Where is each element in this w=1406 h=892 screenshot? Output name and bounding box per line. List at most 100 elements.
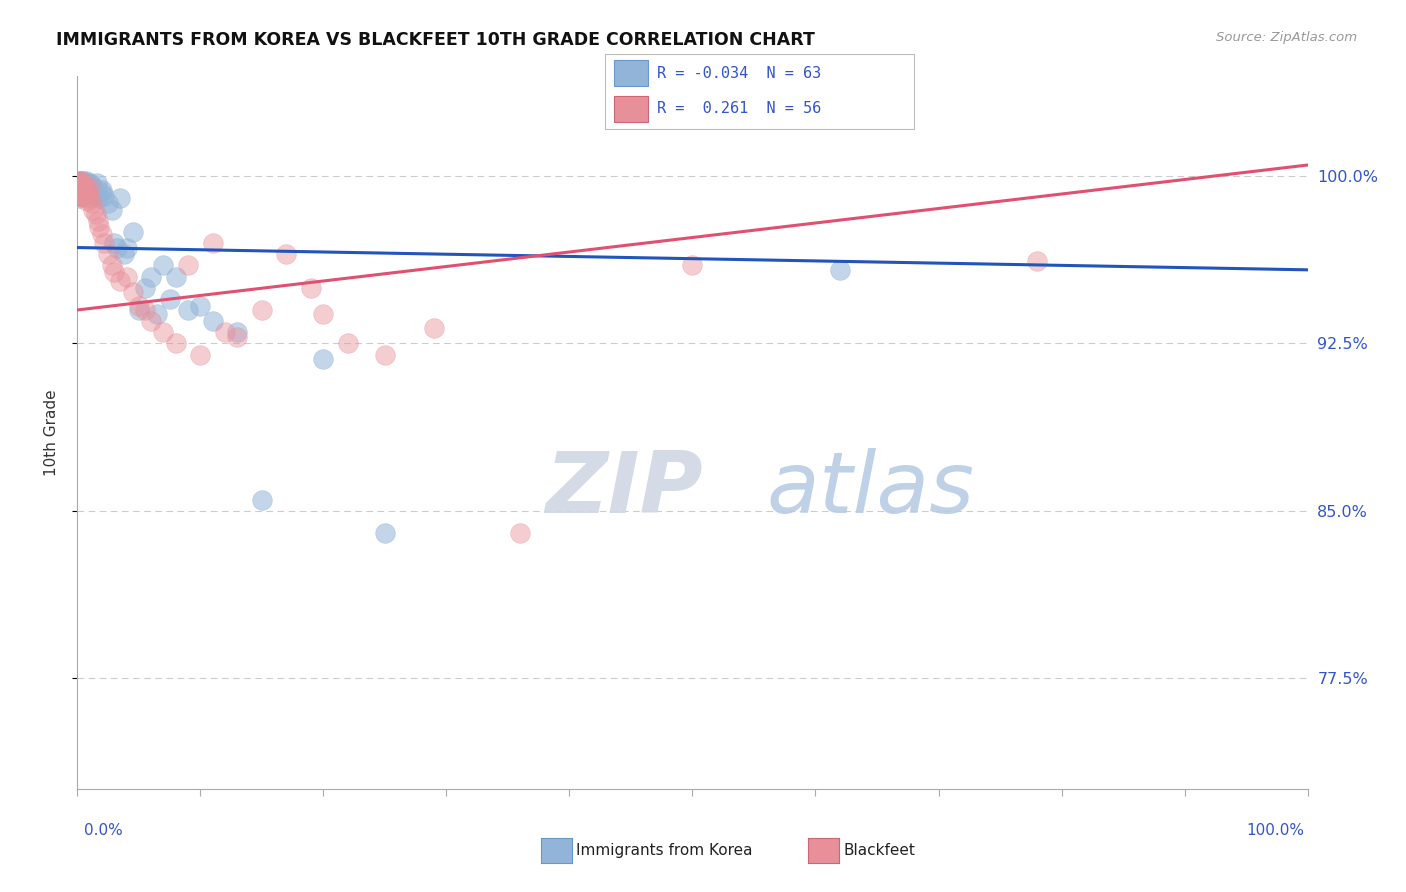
Point [70, 185, 93, 199]
Point [121, 285, 143, 300]
Point [69, 183, 91, 197]
Point [79, 176, 101, 190]
Point [69, 185, 91, 199]
Point [69, 180, 91, 194]
Point [67, 178, 90, 193]
Point [70, 187, 93, 202]
Point [89, 220, 111, 235]
Point [70, 180, 93, 194]
Point [77, 187, 100, 202]
Point [70, 176, 93, 190]
Point [165, 269, 187, 284]
Text: atlas: atlas [766, 448, 974, 532]
Point [76, 176, 98, 190]
Point [76, 185, 98, 199]
Point [423, 320, 446, 334]
Point [70, 183, 93, 197]
Point [226, 330, 249, 344]
Point [72, 185, 94, 199]
Text: IMMIGRANTS FROM KOREA VS BLACKFEET 10TH GRADE CORRELATION CHART: IMMIGRANTS FROM KOREA VS BLACKFEET 10TH … [56, 31, 815, 49]
Point [1026, 254, 1049, 268]
Text: 0.0%: 0.0% [84, 823, 124, 838]
Text: R = -0.034  N = 63: R = -0.034 N = 63 [657, 66, 821, 81]
Text: ZIP: ZIP [546, 448, 703, 532]
Point [201, 314, 224, 328]
Point [121, 225, 143, 239]
Point [830, 263, 852, 277]
Point [112, 247, 135, 261]
Point [69, 189, 91, 203]
Point [73, 180, 96, 194]
Point [70, 189, 93, 203]
Point [177, 259, 200, 273]
Point [75, 183, 97, 197]
Text: Immigrants from Korea: Immigrants from Korea [576, 844, 754, 858]
Point [682, 259, 704, 273]
Point [67, 174, 90, 188]
Point [509, 526, 531, 541]
Point [312, 308, 335, 322]
Point [101, 202, 124, 217]
Point [69, 176, 91, 190]
Point [110, 192, 132, 206]
Point [67, 178, 90, 193]
Point [77, 187, 100, 202]
Point [89, 192, 111, 206]
Bar [614, 61, 648, 87]
Point [115, 269, 138, 284]
Text: Blackfeet: Blackfeet [844, 844, 915, 858]
Point [79, 180, 101, 194]
Point [86, 176, 108, 190]
Point [69, 176, 91, 190]
Point [84, 207, 107, 221]
Point [70, 174, 93, 188]
Point [165, 336, 187, 351]
Point [190, 348, 212, 362]
Point [90, 183, 114, 197]
Point [250, 492, 273, 507]
Point [87, 213, 110, 227]
Point [82, 202, 104, 217]
Point [75, 174, 97, 188]
Point [312, 351, 335, 366]
Point [82, 196, 104, 211]
Point [76, 194, 98, 208]
Point [93, 189, 115, 203]
Point [190, 299, 212, 313]
Point [299, 281, 322, 295]
Point [177, 303, 200, 318]
Bar [614, 96, 648, 122]
Point [374, 526, 396, 541]
Point [90, 185, 112, 199]
Point [70, 180, 93, 194]
Point [226, 325, 249, 339]
Point [103, 265, 125, 279]
Point [141, 314, 163, 328]
Point [67, 174, 90, 188]
Point [93, 236, 115, 251]
Point [87, 189, 110, 203]
Point [82, 178, 104, 193]
Point [67, 192, 90, 206]
Y-axis label: 10th Grade: 10th Grade [44, 389, 59, 476]
Text: Source: ZipAtlas.com: Source: ZipAtlas.com [1216, 31, 1357, 45]
Point [76, 185, 98, 199]
Point [201, 236, 224, 251]
Point [152, 325, 174, 339]
Point [72, 178, 94, 193]
Point [97, 247, 120, 261]
Point [374, 348, 396, 362]
Point [70, 176, 93, 190]
Point [73, 176, 96, 190]
Point [250, 303, 273, 318]
Point [146, 308, 169, 322]
Point [73, 180, 96, 194]
Point [73, 189, 96, 203]
Point [115, 241, 138, 255]
Point [152, 259, 174, 273]
Point [75, 192, 97, 206]
Point [70, 189, 93, 203]
Point [84, 187, 107, 202]
Point [67, 187, 90, 202]
Point [72, 174, 94, 188]
